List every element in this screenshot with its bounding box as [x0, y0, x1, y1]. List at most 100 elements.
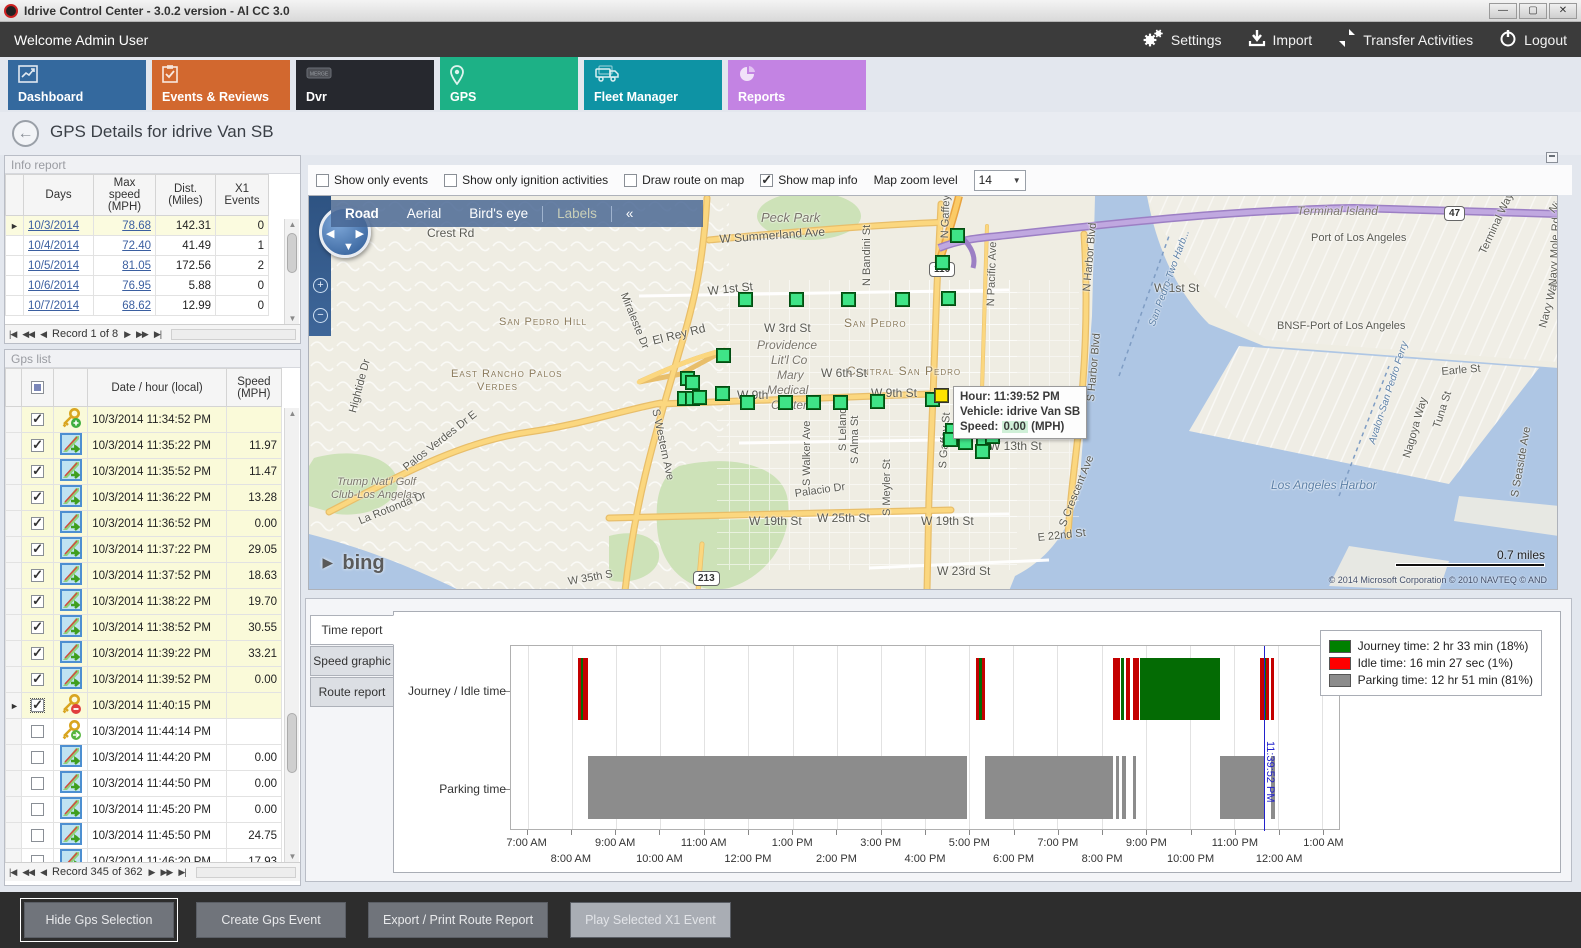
- gps-marker[interactable]: [741, 396, 754, 409]
- info-report-row[interactable]: 10/6/2014 76.95 5.88 0: [5, 275, 269, 296]
- tab-reports[interactable]: Reports: [728, 60, 866, 110]
- gps-list-row[interactable]: 10/3/2014 11:45:20 PM 0.00: [5, 796, 283, 823]
- gps-marker[interactable]: [936, 256, 949, 269]
- gps-list-scrollbar[interactable]: ▲ ▼: [284, 408, 299, 862]
- gps-list-row[interactable]: 10/3/2014 11:35:52 PM 11.47: [5, 458, 283, 485]
- export-print-route-report-button[interactable]: Export / Print Route Report: [368, 902, 549, 938]
- row-checkbox[interactable]: [30, 697, 46, 713]
- chart-tab-time-report[interactable]: Time report: [310, 615, 394, 645]
- gps-list-row[interactable]: 10/3/2014 11:38:52 PM 30.55: [5, 614, 283, 641]
- prev-record-button[interactable]: ◀: [40, 866, 47, 877]
- hide-gps-selection-button[interactable]: Hide Gps Selection: [20, 898, 178, 942]
- row-checkbox[interactable]: [31, 437, 45, 453]
- back-button[interactable]: ←: [12, 120, 39, 147]
- row-checkbox[interactable]: [31, 489, 45, 505]
- gps-marker[interactable]: [951, 229, 964, 242]
- info-report-row[interactable]: 10/5/2014 81.05 172.56 2: [5, 255, 269, 276]
- next-page-button[interactable]: ▶▶: [160, 866, 173, 877]
- gps-marker[interactable]: [942, 292, 955, 305]
- next-page-button[interactable]: ▶▶: [136, 328, 149, 339]
- row-checkbox[interactable]: [31, 619, 45, 635]
- row-checkbox[interactable]: [31, 645, 45, 661]
- checkbox[interactable]: [760, 172, 774, 188]
- max-speed-link[interactable]: 81.05: [122, 259, 151, 272]
- gps-list-row[interactable]: 10/3/2014 11:37:52 PM 18.63: [5, 562, 283, 589]
- chart-tab-route-report[interactable]: Route report: [310, 677, 394, 707]
- row-checkbox[interactable]: [31, 515, 45, 531]
- gps-marker[interactable]: [871, 395, 884, 408]
- row-checkbox[interactable]: [31, 593, 45, 609]
- column-header[interactable]: Days: [23, 174, 94, 216]
- close-button[interactable]: ✕: [1549, 3, 1577, 19]
- checkbox[interactable]: [316, 173, 329, 187]
- menu-action-import[interactable]: Import: [1248, 29, 1312, 50]
- day-link[interactable]: 10/7/2014: [28, 299, 80, 312]
- map-option-show-only-ignition-activities[interactable]: Show only ignition activities: [444, 173, 608, 187]
- max-speed-link[interactable]: 72.40: [122, 239, 151, 252]
- row-checkbox[interactable]: [31, 411, 45, 427]
- row-checkbox[interactable]: [31, 567, 45, 583]
- gps-list-hscrollbar[interactable]: [195, 866, 296, 878]
- tab-dashboard[interactable]: Dashboard: [8, 60, 146, 110]
- map-zoom-level-select[interactable]: 14 ▼: [973, 169, 1026, 191]
- map-zoom-in-button[interactable]: +: [313, 278, 328, 293]
- gps-list-row[interactable]: 10/3/2014 11:36:22 PM 13.28: [5, 484, 283, 511]
- gps-list-row[interactable]: 10/3/2014 11:37:22 PM 29.05: [5, 536, 283, 563]
- gps-marker[interactable]: [807, 396, 820, 409]
- last-record-button[interactable]: ▶|: [153, 328, 162, 339]
- day-link[interactable]: 10/6/2014: [28, 279, 80, 292]
- gps-list-row[interactable]: 10/3/2014 11:44:20 PM 0.00: [5, 744, 283, 771]
- gps-marker[interactable]: [896, 293, 909, 306]
- maximize-button[interactable]: ▢: [1519, 3, 1547, 19]
- info-report-row[interactable]: ► 10/3/2014 78.68 142.31 0: [5, 215, 269, 236]
- gps-marker[interactable]: [842, 293, 855, 306]
- day-link[interactable]: 10/4/2014: [28, 239, 80, 252]
- gps-list-row[interactable]: 10/3/2014 11:35:22 PM 11.97: [5, 432, 283, 459]
- column-header[interactable]: X1 Events: [215, 174, 269, 216]
- gps-marker-selected[interactable]: [935, 389, 948, 402]
- row-checkbox[interactable]: [31, 671, 45, 687]
- row-checkbox[interactable]: [31, 803, 45, 816]
- column-header-date[interactable]: Date / hour (local): [87, 368, 227, 407]
- gps-marker[interactable]: [716, 387, 729, 400]
- gps-list-row[interactable]: 10/3/2014 11:39:52 PM 0.00: [5, 666, 283, 693]
- day-link[interactable]: 10/3/2014: [28, 219, 80, 232]
- day-link[interactable]: 10/5/2014: [28, 259, 80, 272]
- row-checkbox[interactable]: [31, 463, 45, 479]
- gps-list-row[interactable]: ► 10/3/2014 11:40:15 PM: [5, 692, 283, 719]
- menu-action-logout[interactable]: Logout: [1499, 29, 1567, 50]
- column-header[interactable]: Dist. (Miles): [155, 174, 216, 216]
- gps-list-row[interactable]: 10/3/2014 11:45:50 PM 24.75: [5, 822, 283, 849]
- gps-marker[interactable]: [976, 445, 989, 458]
- checkbox[interactable]: [444, 173, 458, 187]
- tab-dvr[interactable]: MERGE Dvr: [296, 60, 434, 110]
- row-checkbox[interactable]: [31, 541, 45, 557]
- last-record-button[interactable]: ▶|: [178, 866, 186, 877]
- map-style-birdseye[interactable]: Bird's eye: [469, 206, 529, 221]
- chart-tab-speed-graphic[interactable]: Speed graphic: [310, 646, 394, 676]
- prev-record-button[interactable]: ◀: [40, 328, 47, 339]
- next-record-button[interactable]: ▶: [148, 866, 156, 877]
- max-speed-link[interactable]: 76.95: [122, 279, 151, 292]
- gps-list-row[interactable]: 10/3/2014 11:34:52 PM: [5, 406, 283, 433]
- map-option-show-map-info[interactable]: Show map info: [760, 172, 858, 188]
- map-option-draw-route-on-map[interactable]: Draw route on map: [624, 173, 744, 187]
- column-header[interactable]: Max speed (MPH): [93, 174, 156, 216]
- tab-events-reviews[interactable]: Events & Reviews: [152, 60, 290, 110]
- gps-marker[interactable]: [834, 396, 847, 409]
- gps-list-row[interactable]: 10/3/2014 11:44:50 PM 0.00: [5, 770, 283, 797]
- info-report-row[interactable]: 10/7/2014 68.62 12.99 0: [5, 295, 269, 316]
- map-option-show-only-events[interactable]: Show only events: [316, 173, 428, 187]
- gps-list-row[interactable]: 10/3/2014 11:36:52 PM 0.00: [5, 510, 283, 537]
- gps-marker[interactable]: [717, 349, 730, 362]
- gps-marker[interactable]: [693, 391, 706, 404]
- map-zoom-out-button[interactable]: −: [313, 308, 328, 323]
- select-all-checkbox[interactable]: [31, 381, 45, 394]
- gps-list-row[interactable]: 10/3/2014 11:39:22 PM 33.21: [5, 640, 283, 667]
- map-style-aerial[interactable]: Aerial: [406, 206, 442, 221]
- column-header[interactable]: [5, 174, 24, 216]
- row-checkbox[interactable]: [31, 829, 45, 842]
- row-checkbox[interactable]: [31, 777, 45, 790]
- gps-marker[interactable]: [779, 396, 792, 409]
- create-gps-event-button[interactable]: Create Gps Event: [196, 902, 346, 938]
